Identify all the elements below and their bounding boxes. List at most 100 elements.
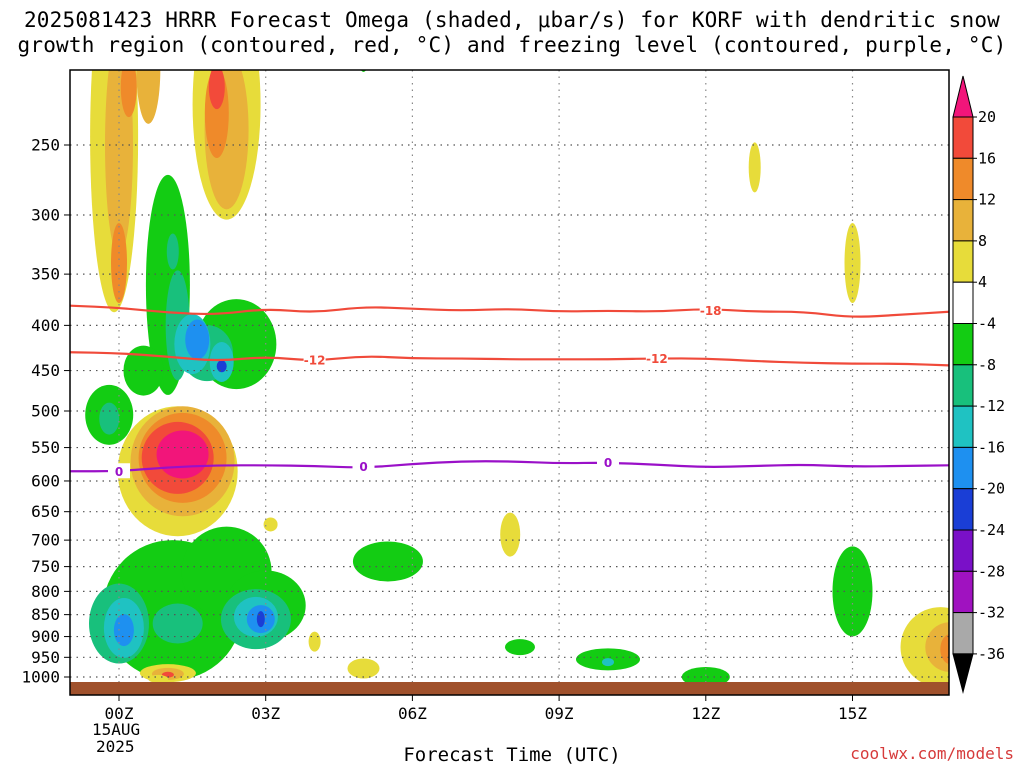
contour-label-bg bbox=[699, 302, 722, 318]
x-tick-label: 09Z bbox=[545, 704, 574, 723]
y-tick-label: 850 bbox=[31, 605, 60, 624]
omega-blob bbox=[940, 634, 949, 665]
chart-title-line2: growth region (contoured, red, °C) and f… bbox=[17, 33, 1007, 57]
omega-blob bbox=[136, 70, 161, 124]
omega-blob bbox=[113, 614, 134, 647]
chart-title: 2025081423 HRRR Forecast Omega (shaded, … bbox=[0, 8, 1024, 58]
contour-label-bg bbox=[108, 463, 130, 479]
colorbar-cell bbox=[952, 157, 974, 201]
x-axis-ticks: 00Z 03Z 06Z 09Z 12Z 15Z bbox=[105, 695, 867, 723]
colorbar-top-arrow bbox=[952, 75, 974, 118]
omega-blob bbox=[844, 222, 861, 303]
colorbar-label: -20 bbox=[978, 480, 1005, 498]
contour-freezing bbox=[70, 460, 949, 473]
x-axis-label: Forecast Time (UTC) bbox=[403, 744, 621, 766]
ground-surface bbox=[70, 682, 949, 695]
y-tick-label: 750 bbox=[31, 557, 60, 576]
plot-frame bbox=[69, 69, 950, 696]
colorbar-label: -24 bbox=[978, 521, 1005, 539]
colorbar-label: -12 bbox=[978, 397, 1005, 415]
y-tick-label: 650 bbox=[31, 502, 60, 521]
date-line-1: 15AUG bbox=[92, 720, 141, 739]
omega-shading bbox=[85, 0, 949, 688]
colorbar-label: 20 bbox=[978, 108, 996, 126]
contour-label-temperature: -12 bbox=[645, 350, 668, 366]
omega-blob bbox=[216, 360, 227, 373]
omega-blob bbox=[347, 658, 380, 679]
omega-blob bbox=[171, 0, 223, 14]
omega-blob bbox=[602, 658, 614, 667]
colorbar-label: -28 bbox=[978, 562, 1005, 580]
contour-temperature bbox=[70, 304, 949, 318]
contour-label-freezing: 0 bbox=[108, 463, 130, 479]
y-tick-label: 600 bbox=[31, 471, 60, 490]
colorbar-cell bbox=[952, 612, 974, 655]
contour-label-text: -12 bbox=[646, 352, 668, 366]
y-tick-label: 550 bbox=[31, 438, 60, 457]
contour-lines: -18 -12 -12 0 0 0 bbox=[70, 302, 949, 479]
colorbar-label: -8 bbox=[978, 356, 996, 374]
contour-label-text: -18 bbox=[700, 304, 722, 318]
contour-temperature bbox=[70, 351, 949, 367]
y-tick-label: 350 bbox=[31, 265, 60, 284]
y-tick-label: 450 bbox=[31, 361, 60, 380]
x-tick-label: 15Z bbox=[838, 704, 867, 723]
colorbar-label: 4 bbox=[978, 273, 987, 291]
omega-blob bbox=[256, 611, 265, 628]
colorbar-cell bbox=[952, 405, 974, 448]
omega-blob bbox=[352, 541, 423, 582]
colorbar-label: 12 bbox=[978, 191, 996, 209]
contour-label-text: 0 bbox=[359, 460, 367, 474]
y-tick-label: 900 bbox=[31, 627, 60, 646]
colorbar-label: 16 bbox=[978, 149, 996, 167]
grid-lines bbox=[70, 70, 949, 695]
chart-title-line1: 2025081423 HRRR Forecast Omega (shaded, … bbox=[23, 8, 1001, 32]
omega-blob bbox=[121, 0, 165, 29]
omega-blob bbox=[120, 70, 137, 118]
y-tick-label: 800 bbox=[31, 582, 60, 601]
colorbar-label: -16 bbox=[978, 438, 1005, 456]
contour-label-freezing: 0 bbox=[352, 458, 375, 474]
omega-blob bbox=[152, 603, 203, 644]
contour-label-temperature: -12 bbox=[303, 352, 326, 368]
omega-blob bbox=[123, 345, 164, 396]
colorbar-cell bbox=[952, 364, 974, 407]
contour-label-bg bbox=[303, 352, 326, 368]
contour-label-text: 0 bbox=[604, 456, 612, 470]
colorbar-label: 8 bbox=[978, 232, 987, 250]
contour-label-bg bbox=[597, 454, 619, 470]
omega-blob bbox=[185, 319, 210, 360]
colorbar-cell bbox=[952, 199, 974, 242]
x-tick-label: 00Z bbox=[105, 704, 134, 723]
colorbar-cell bbox=[952, 323, 974, 366]
omega-blob bbox=[263, 517, 278, 532]
y-tick-label: 300 bbox=[31, 205, 60, 224]
colorbar-label: -32 bbox=[978, 604, 1005, 622]
contour-label-freezing: 0 bbox=[597, 454, 619, 470]
contour-label-text: -12 bbox=[304, 354, 326, 368]
y-tick-label: 950 bbox=[31, 648, 60, 667]
colorbar: 20 16 12 8 4 -4 -8 -12 -16 -20 -24 -28 -32 -36 bbox=[952, 75, 1005, 694]
omega-blob bbox=[208, 70, 225, 110]
colorbar-label: -36 bbox=[978, 645, 1005, 663]
colorbar-cell bbox=[952, 529, 974, 572]
colorbar-cell bbox=[952, 570, 974, 614]
omega-blob bbox=[111, 222, 127, 303]
colorbar-cell bbox=[952, 488, 974, 531]
omega-blob bbox=[156, 430, 209, 479]
omega-blob bbox=[166, 233, 179, 270]
omega-blob bbox=[99, 402, 120, 435]
y-tick-label: 1000 bbox=[21, 668, 60, 687]
date-line-2: 2025 bbox=[96, 737, 135, 756]
colorbar-cell bbox=[952, 240, 974, 283]
omega-blob bbox=[164, 0, 240, 34]
contour-label-bg bbox=[352, 458, 375, 474]
omega-blob bbox=[504, 639, 535, 656]
plot-area: -18 -12 -12 0 0 0 bbox=[70, 0, 949, 695]
colorbar-cell bbox=[952, 446, 974, 490]
colorbar-cell bbox=[952, 281, 974, 325]
colorbar-label: -4 bbox=[978, 315, 996, 333]
contour-label-bg bbox=[645, 350, 668, 366]
colorbar-bottom-arrow bbox=[952, 653, 974, 694]
